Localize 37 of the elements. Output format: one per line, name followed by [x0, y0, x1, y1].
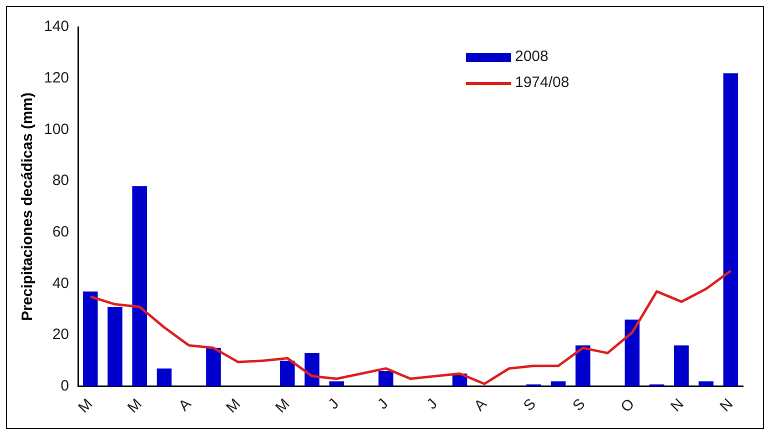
x-tick-label: A [471, 396, 490, 415]
x-tick-label: N [667, 396, 688, 416]
bar [576, 345, 590, 386]
y-tick-label: 20 [52, 326, 70, 344]
x-tick-label: J [325, 396, 342, 413]
x-tick-label: A [176, 396, 195, 415]
y-tick-label: 120 [44, 69, 70, 86]
x-tick-label: M [75, 396, 96, 416]
bar [378, 371, 394, 386]
y-tick-label: 80 [52, 172, 70, 190]
y-tick-label: 100 [44, 120, 70, 138]
y-axis-title: Precipitaciones decádicas (mm) [19, 92, 36, 321]
y-tick-label: 60 [52, 224, 70, 241]
x-tick-label: N [716, 396, 736, 416]
bar [206, 348, 221, 386]
bar [132, 186, 147, 386]
x-tick-label: S [570, 396, 589, 415]
y-tick-label: 40 [52, 274, 70, 292]
x-tick-label: J [424, 396, 441, 413]
legend-label: 1974/08 [515, 73, 570, 93]
bar [280, 360, 295, 386]
bar [723, 73, 738, 386]
legend-label: 2008 [515, 47, 548, 67]
y-tick-label: 0 [60, 378, 70, 395]
bar [156, 368, 172, 386]
bar [304, 353, 320, 386]
x-tick-label: M [272, 396, 294, 416]
y-tick-label: 140 [44, 18, 70, 36]
x-tick-label: M [124, 396, 146, 416]
bar [82, 291, 98, 386]
bar [624, 320, 640, 386]
bar [108, 306, 122, 386]
x-tick-label: S [520, 396, 540, 415]
x-tick-label: M [223, 396, 244, 416]
bar [674, 345, 689, 386]
x-tick-label: O [618, 396, 638, 416]
x-tick-label: J [374, 396, 392, 413]
